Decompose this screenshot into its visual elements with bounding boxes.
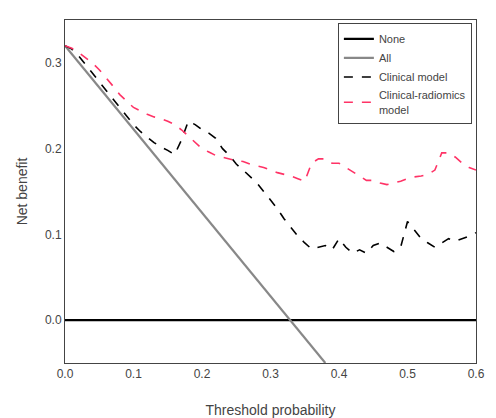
svg-text:Clinical model: Clinical model	[379, 71, 447, 83]
svg-text:0.1: 0.1	[125, 367, 142, 381]
svg-text:0.4: 0.4	[331, 367, 348, 381]
svg-text:0.2: 0.2	[45, 142, 62, 156]
svg-text:0.6: 0.6	[468, 367, 485, 381]
svg-text:Clinical-radiomicsmodel: Clinical-radiomicsmodel	[379, 89, 466, 115]
svg-text:Net benefit: Net benefit	[14, 158, 30, 226]
svg-text:0.2: 0.2	[194, 367, 211, 381]
svg-text:0.5: 0.5	[399, 367, 416, 381]
svg-text:0.3: 0.3	[45, 56, 62, 70]
svg-text:None: None	[379, 33, 405, 45]
svg-text:All: All	[379, 52, 391, 64]
svg-text:0.3: 0.3	[262, 367, 279, 381]
svg-text:0.0: 0.0	[57, 367, 74, 381]
svg-text:0.1: 0.1	[45, 228, 62, 242]
svg-text:0.0: 0.0	[45, 313, 62, 327]
svg-text:Threshold probability: Threshold probability	[206, 402, 336, 418]
